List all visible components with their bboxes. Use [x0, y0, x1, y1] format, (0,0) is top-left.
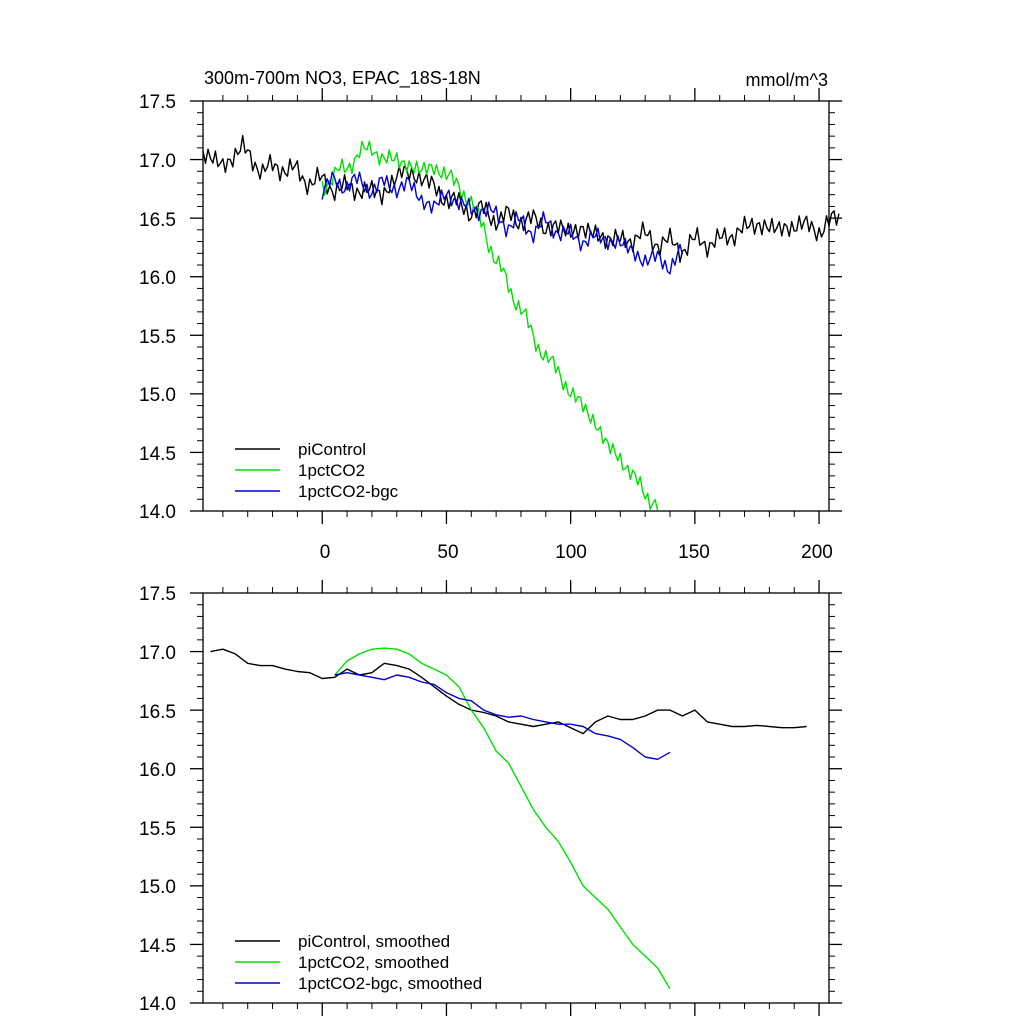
- top-series-line-1pctco2: [321, 140, 659, 511]
- legend-label-1pctco2-smoothed: 1pctCO2, smoothed: [298, 953, 449, 972]
- top-x-tick-label: 50: [437, 542, 458, 563]
- top-series-line-1pctco2-bgc: [321, 171, 684, 275]
- top-x-tick-label: 0: [320, 542, 331, 563]
- bottom-y-tick-label: 17.0: [139, 643, 176, 664]
- bottom-y-tick-label: 14.5: [139, 936, 176, 957]
- top-y-tick-label: 15.0: [139, 385, 176, 406]
- bottom-major-ticks: [190, 580, 842, 1016]
- legend-label-picontrol-smoothed: piControl, smoothed: [298, 932, 450, 951]
- bottom-minor-ticks: [197, 587, 835, 1009]
- bottom-plot-frame: [202, 592, 830, 1004]
- top-y-tick-labels: 14.0 14.5 15.0 15.5 16.0 16.5 17.0 17.5: [139, 92, 176, 523]
- top-y-tick-label: 17.0: [139, 151, 176, 172]
- legend-label-1pctco2-bgc: 1pctCO2-bgc: [298, 482, 399, 501]
- top-panel: 300m-700m NO3, EPAC_18S-18N mmol/m^3 14.…: [139, 68, 842, 563]
- bottom-series-line-1pctco2-smoothed: [334, 647, 671, 990]
- bottom-series-line-picontrol-smoothed: [210, 648, 807, 735]
- top-chart-units: mmol/m^3: [746, 70, 828, 90]
- top-y-tick-label: 14.0: [139, 502, 176, 523]
- top-y-tick-label: 17.5: [139, 92, 176, 113]
- top-y-tick-label: 14.5: [139, 444, 176, 465]
- top-y-tick-label: 16.0: [139, 268, 176, 289]
- bottom-panel: 14.0 14.5 15.0 15.5 16.0 16.5 17.0 17.5 …: [139, 580, 842, 1016]
- top-major-ticks: [190, 88, 842, 524]
- top-series-line-picontrol: [202, 134, 840, 263]
- top-chart-title: 300m-700m NO3, EPAC_18S-18N: [204, 68, 481, 89]
- legend-label-picontrol: piControl: [298, 440, 366, 459]
- bottom-y-tick-label: 14.0: [139, 994, 176, 1015]
- top-y-tick-label: 16.5: [139, 210, 176, 231]
- bottom-y-tick-label: 17.5: [139, 584, 176, 605]
- top-minor-ticks: [197, 95, 835, 517]
- top-legend: piControl 1pctCO2 1pctCO2-bgc: [235, 440, 399, 501]
- bottom-y-tick-labels: 14.0 14.5 15.0 15.5 16.0 16.5 17.0 17.5: [139, 584, 176, 1015]
- top-x-tick-label: 200: [801, 542, 833, 563]
- top-x-tick-label: 100: [555, 542, 587, 563]
- bottom-series-line-1pctco2-bgc-smoothed: [334, 672, 671, 760]
- top-y-tick-label: 15.5: [139, 327, 176, 348]
- bottom-legend: piControl, smoothed 1pctCO2, smoothed 1p…: [235, 932, 482, 993]
- bottom-y-tick-label: 16.0: [139, 760, 176, 781]
- bottom-y-tick-label: 15.0: [139, 877, 176, 898]
- top-x-tick-label: 150: [678, 542, 710, 563]
- legend-label-1pctco2-bgc-smoothed: 1pctCO2-bgc, smoothed: [298, 974, 482, 993]
- bottom-y-tick-label: 15.5: [139, 819, 176, 840]
- bottom-y-tick-label: 16.5: [139, 702, 176, 723]
- top-x-tick-labels: 0 50 100 150 200: [320, 542, 833, 563]
- legend-label-1pctco2: 1pctCO2: [298, 461, 365, 480]
- top-plot-frame: [202, 100, 830, 512]
- bottom-data-lines: [210, 647, 807, 990]
- top-data-lines: [202, 134, 840, 511]
